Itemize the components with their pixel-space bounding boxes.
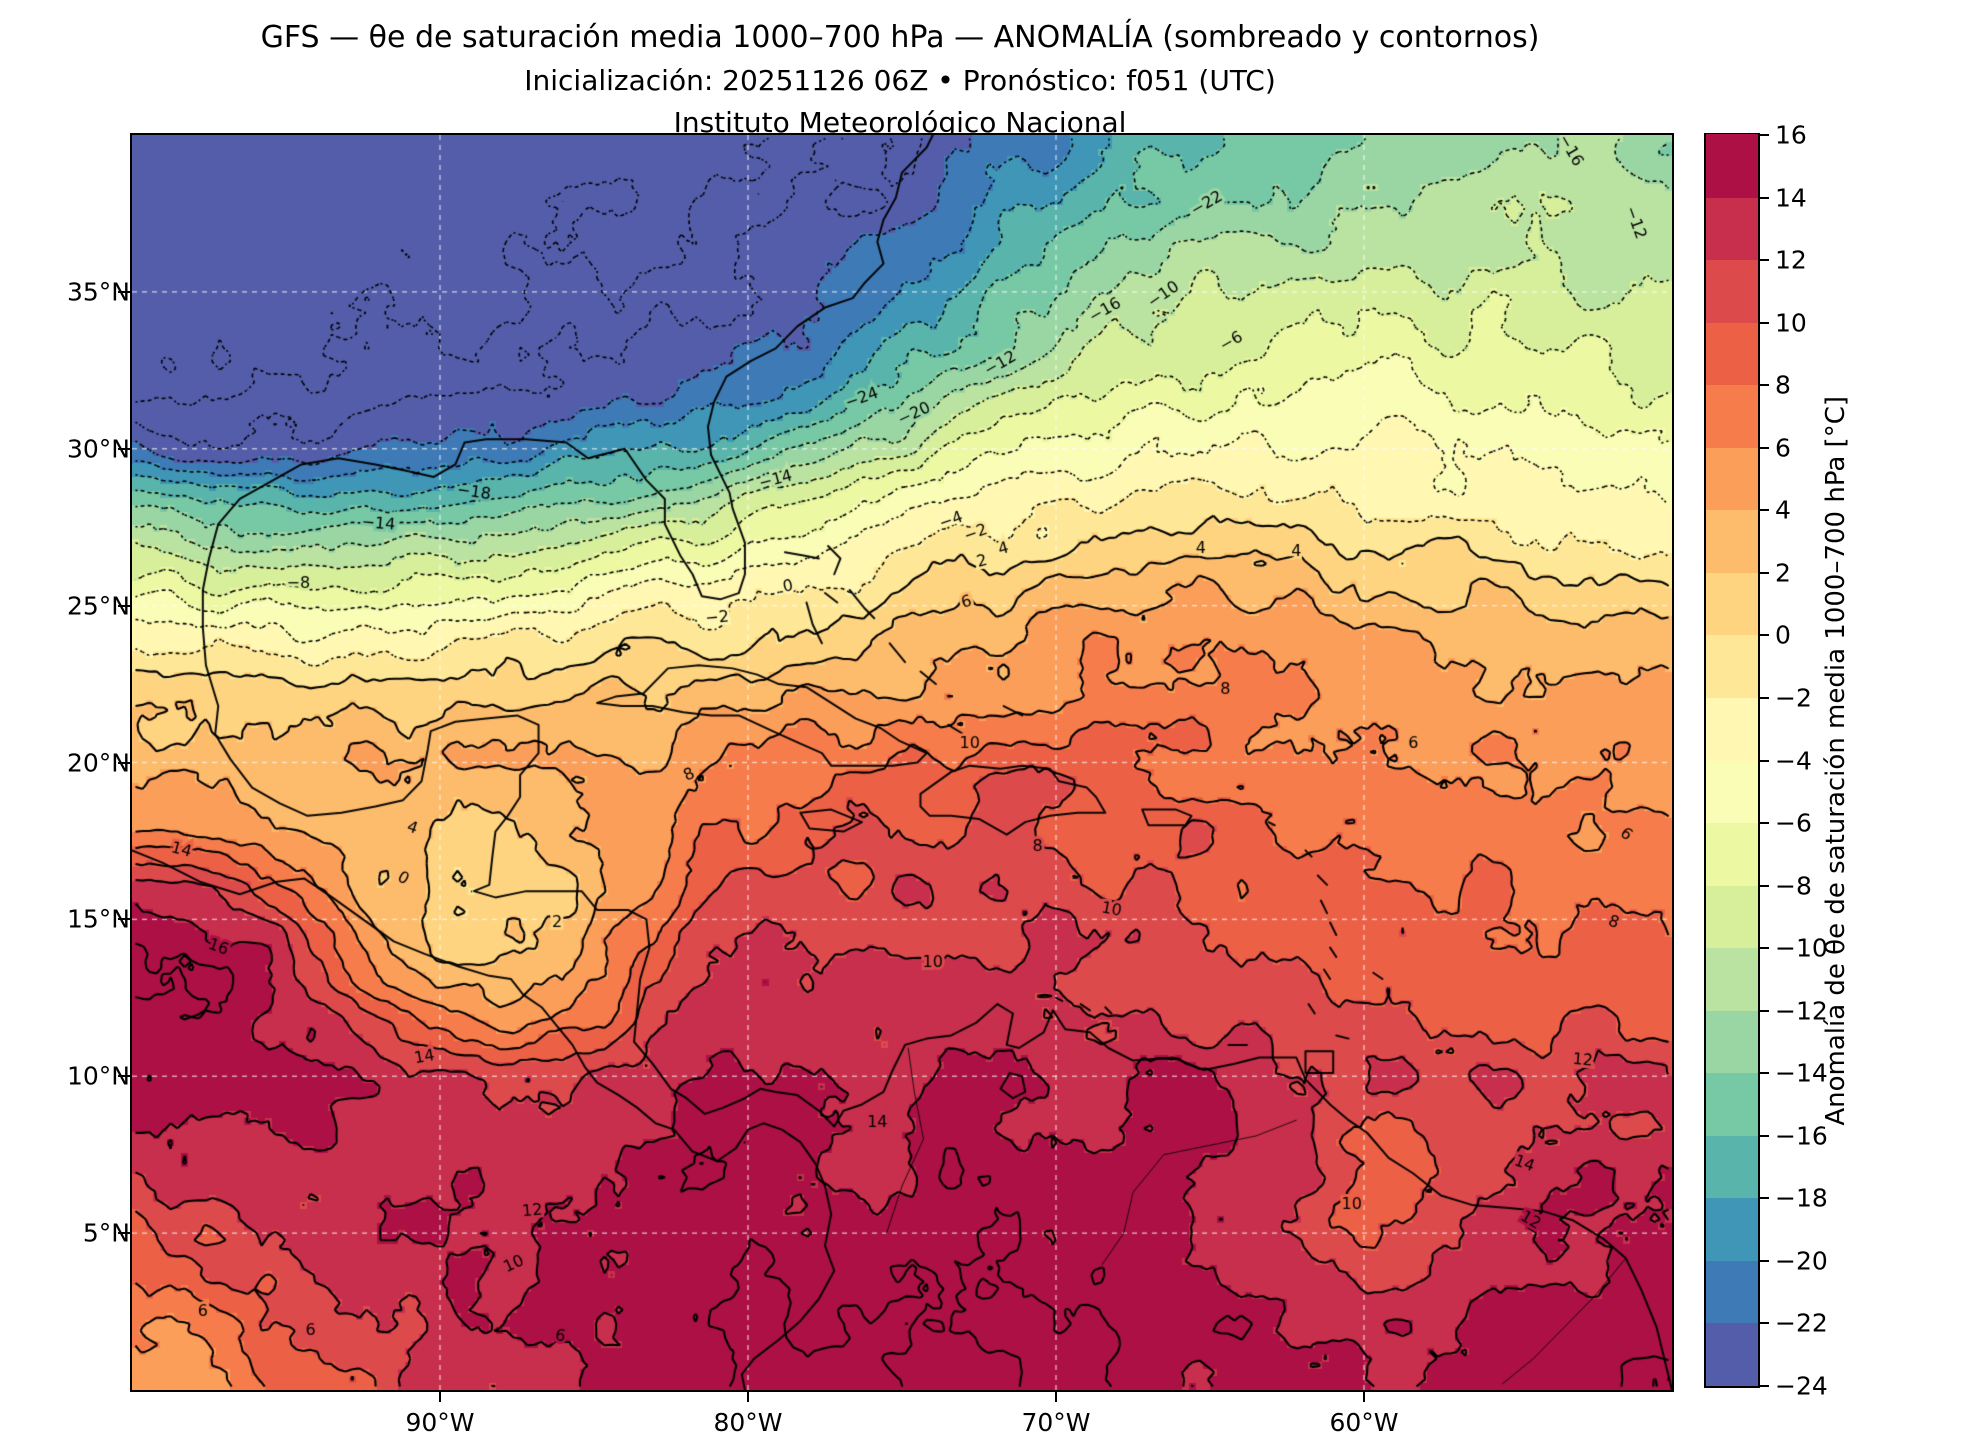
colorbar-tick-label: −22 [1775,1308,1828,1338]
colorbar-tick-mark [1760,1322,1769,1325]
colorbar-tick-mark [1760,822,1769,825]
colorbar-tick-mark [1760,696,1769,699]
colorbar-tick-mark [1760,1259,1769,1262]
colorbar-segment [1706,1197,1758,1261]
colorbar-tick-mark [1760,571,1769,574]
colorbar-tick-label: −16 [1775,1121,1828,1151]
colorbar-tick-mark [1760,321,1769,324]
colorbar-tick-label: −24 [1775,1371,1828,1401]
y-tick-mark [118,1232,130,1235]
x-tick-label: 90°W [405,1408,475,1437]
colorbar-tick-label: 6 [1775,433,1791,463]
colorbar-tick-label: 0 [1775,620,1791,650]
colorbar-tick-mark [1760,259,1769,262]
colorbar-segment [1706,821,1758,886]
colorbar-segment [1706,196,1758,261]
x-tick-mark [439,1390,441,1402]
y-tick-mark [118,604,130,607]
colorbar-tick-label: −2 [1775,683,1812,713]
chart-title: GFS — θe de saturación media 1000–700 hP… [260,20,1540,55]
colorbar-segment [1706,634,1758,698]
colorbar-tick-label: 4 [1775,495,1791,525]
colorbar-tick-label: 2 [1775,558,1791,588]
x-tick-mark [1363,1390,1365,1402]
colorbar-tick-label: −8 [1775,871,1812,901]
colorbar-tick-mark [1760,634,1769,637]
colorbar-tick-label: 14 [1775,183,1807,213]
colorbar-tick-mark [1760,759,1769,762]
colorbar-segment [1706,1072,1758,1136]
colorbar-tick-label: −4 [1775,746,1812,775]
x-tick-label: 60°W [1329,1408,1399,1437]
colorbar-tick-label: −18 [1775,1183,1828,1213]
y-tick-mark [118,290,130,293]
colorbar-title: Anomalía de θe de saturación media 1000–… [1806,133,1866,1388]
y-tick-mark [118,918,130,921]
colorbar-segment [1706,1259,1758,1324]
y-tick-label: 20°N [66,748,130,777]
x-tick-label: 80°W [713,1408,783,1437]
y-tick-label: 25°N [66,591,130,621]
y-tick-mark [118,761,130,764]
y-tick-label: 30°N [66,434,130,464]
y-tick-label: 15°N [66,904,130,934]
colorbar-tick-mark [1760,1134,1769,1137]
colorbar-tick-mark [1760,196,1769,199]
colorbar-tick-mark [1760,884,1769,887]
colorbar-tick-mark [1760,1009,1769,1012]
colorbar-segment [1706,321,1758,386]
colorbar-segment [1706,946,1758,1011]
y-tick-label: 35°N [66,277,130,307]
x-tick-mark [1055,1390,1057,1402]
map-plot-area [130,133,1674,1392]
colorbar-segment [1706,759,1758,824]
colorbar-tick-label: 12 [1775,245,1807,275]
colorbar-segment [1706,258,1758,323]
colorbar-tick-label: −10 [1775,933,1828,963]
colorbar-tick-mark [1760,947,1769,950]
y-tick-mark [118,1075,130,1078]
colorbar-segment [1706,1322,1758,1386]
chart-subtitle: Inicialización: 20251126 06Z • Pronóstic… [524,64,1276,97]
colorbar-tick-mark [1760,446,1769,449]
colorbar-tick-label: 8 [1775,370,1791,400]
title-block: GFS — θe de saturación media 1000–700 hP… [130,16,1670,144]
y-tick-label: 10°N [66,1061,130,1091]
colorbar-segment [1706,884,1758,949]
colorbar-segment [1706,571,1758,636]
colorbar-tick-label: −20 [1775,1246,1828,1276]
colorbar-tick-label: −14 [1775,1058,1828,1088]
colorbar-segment [1706,446,1758,511]
x-tick-label: 70°W [1021,1408,1091,1437]
colorbar-segment [1706,383,1758,448]
colorbar-tick-mark [1760,134,1769,136]
colorbar-title-text: Anomalía de θe de saturación media 1000–… [1821,395,1851,1126]
colorbar-tick-label: 10 [1775,308,1807,338]
colorbar-segment [1706,696,1758,761]
x-tick-mark [747,1390,749,1402]
colorbar-tick-label: 16 [1775,120,1807,150]
colorbar-tick-mark [1760,509,1769,512]
y-tick-mark [118,447,130,450]
colorbar-tick-mark [1760,1385,1769,1387]
colorbar-tick-label: −6 [1775,808,1812,838]
y-tick-label: 5°N [82,1218,130,1248]
colorbar-tick-mark [1760,1197,1769,1200]
colorbar-tick-mark [1760,1072,1769,1075]
anomaly-map-canvas [132,135,1672,1390]
colorbar-tick-label: −12 [1775,996,1828,1026]
colorbar-segment [1706,1009,1758,1074]
colorbar-tick-mark [1760,384,1769,387]
colorbar-segment [1706,1134,1758,1199]
colorbar-segment [1706,509,1758,573]
colorbar-segment [1706,133,1758,198]
colorbar [1704,133,1760,1388]
